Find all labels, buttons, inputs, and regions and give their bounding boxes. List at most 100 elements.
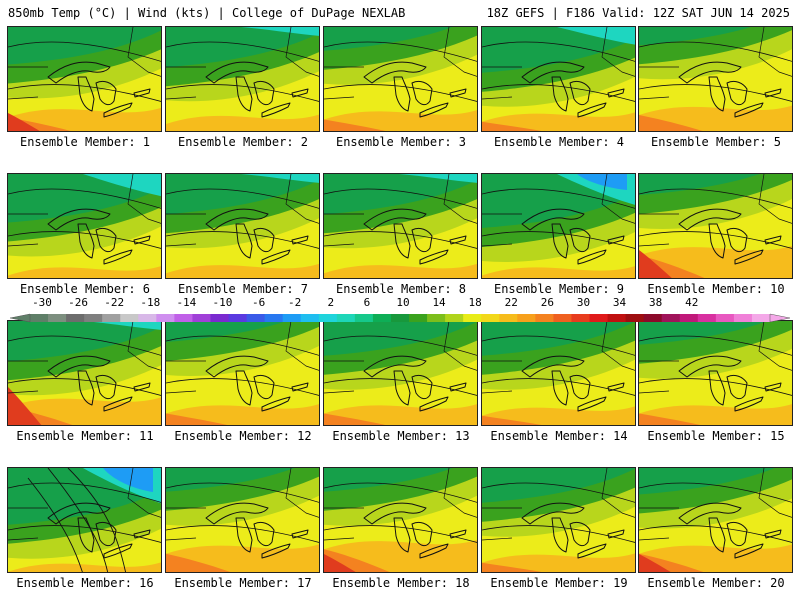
ensemble-member-18-map xyxy=(323,467,478,573)
lake-erie-outline xyxy=(577,543,607,559)
height-contour-1 xyxy=(166,482,319,503)
state-border-lines xyxy=(482,174,635,247)
ensemble-member-4-map xyxy=(481,26,636,132)
lake-erie-outline xyxy=(734,396,764,412)
lake-erie-outline xyxy=(734,102,764,118)
temperature-field xyxy=(482,27,635,131)
lake-ontario-outline xyxy=(133,88,151,98)
lake-erie-outline xyxy=(419,249,449,265)
ensemble-member-3-map xyxy=(323,26,478,132)
lake-ontario-outline xyxy=(449,88,467,98)
colorbar-tick-label: -26 xyxy=(68,296,89,309)
colorbar-swatch xyxy=(589,314,609,322)
colorbar-swatch xyxy=(643,314,663,322)
lake-erie-outline xyxy=(734,249,764,265)
lake-erie-outline xyxy=(577,396,607,412)
colorbar-swatch xyxy=(481,314,500,322)
lake-michigan-outline xyxy=(77,370,95,406)
colorbar-swatch xyxy=(336,314,356,322)
ensemble-member-label: Ensemble Member: 18 xyxy=(332,576,470,590)
lake-erie-outline xyxy=(577,249,607,265)
ensemble-member-label: Ensemble Member: 5 xyxy=(650,135,782,149)
lake-superior-outline xyxy=(205,502,269,525)
height-contour-1 xyxy=(8,188,161,209)
lake-superior-outline xyxy=(363,502,427,525)
state-border-lines xyxy=(639,174,792,247)
lake-erie-outline xyxy=(734,543,764,559)
colorbar-swatch xyxy=(607,314,627,322)
lake-huron-outline xyxy=(569,227,591,253)
colorbar-high-arrow xyxy=(769,313,791,323)
colorbar-tick-label: 18 xyxy=(468,296,482,309)
height-contour-2 xyxy=(482,231,635,249)
state-border-lines xyxy=(324,27,477,100)
lake-erie-outline xyxy=(261,396,291,412)
colorbar-swatch xyxy=(30,314,49,322)
lake-superior-outline xyxy=(521,355,585,378)
lake-michigan-outline xyxy=(235,370,253,406)
lake-superior-outline xyxy=(47,355,111,378)
height-contour-1 xyxy=(324,41,477,62)
height-contour-2 xyxy=(639,525,792,543)
lake-superior-outline xyxy=(205,61,269,84)
colorbar-tick-label: -6 xyxy=(251,296,266,309)
lake-michigan-outline xyxy=(393,223,411,259)
colorbar-swatch xyxy=(354,314,374,322)
lake-superior-outline xyxy=(521,61,585,84)
height-contour-1 xyxy=(166,188,319,209)
height-contour-1 xyxy=(8,335,161,356)
lake-huron-outline xyxy=(569,521,591,547)
ensemble-member-label: Ensemble Member: 20 xyxy=(647,576,785,590)
height-contour-1 xyxy=(166,41,319,62)
lake-michigan-outline xyxy=(77,517,95,553)
state-border-lines xyxy=(8,27,161,100)
temperature-field xyxy=(482,321,635,425)
lake-superior-outline xyxy=(47,61,111,84)
lake-ontario-outline xyxy=(291,529,309,539)
temperature-field xyxy=(166,27,319,131)
state-border-lines xyxy=(324,174,477,247)
lake-erie-outline xyxy=(419,543,449,559)
lake-huron-outline xyxy=(95,80,117,106)
colorbar-swatch xyxy=(733,314,753,322)
colorbar-swatch xyxy=(571,314,591,322)
height-contour-1 xyxy=(8,41,161,62)
height-contour-1 xyxy=(324,482,477,503)
ensemble-member-15-map xyxy=(638,320,793,426)
colorbar-swatch xyxy=(264,314,284,322)
ensemble-member-label: Ensemble Member: 12 xyxy=(174,429,312,443)
temperature-field xyxy=(8,321,161,425)
lake-erie-outline xyxy=(261,543,291,559)
colorbar-swatch xyxy=(102,314,121,322)
state-border-lines xyxy=(482,321,635,394)
ensemble-member-10-map xyxy=(638,173,793,279)
colorbar-swatch xyxy=(715,314,735,322)
state-border-lines xyxy=(639,27,792,100)
lake-michigan-outline xyxy=(235,517,253,553)
temperature-field xyxy=(166,321,319,425)
ensemble-member-13-map xyxy=(323,320,478,426)
temperature-field xyxy=(166,468,319,572)
height-contour-2 xyxy=(8,84,161,102)
ensemble-member-label: Ensemble Member: 15 xyxy=(647,429,785,443)
colorbar-tick-label: -10 xyxy=(212,296,233,309)
ensemble-member-16-map xyxy=(7,467,162,573)
ensemble-member-label: Ensemble Member: 3 xyxy=(335,135,467,149)
lake-michigan-outline xyxy=(393,517,411,553)
lake-erie-outline xyxy=(261,102,291,118)
colorbar-swatch xyxy=(463,314,482,322)
height-contour-1 xyxy=(639,41,792,62)
height-contour-2 xyxy=(324,231,477,249)
colorbar-tick-label: 14 xyxy=(432,296,446,309)
lake-huron-outline xyxy=(726,80,748,106)
lake-ontario-outline xyxy=(291,382,309,392)
state-border-lines xyxy=(482,27,635,100)
lake-ontario-outline xyxy=(449,235,467,245)
height-contour-2 xyxy=(166,231,319,249)
state-border-lines xyxy=(8,468,161,541)
temperature-field xyxy=(324,468,477,572)
temperature-field xyxy=(639,468,792,572)
lake-erie-outline xyxy=(419,102,449,118)
lake-ontario-outline xyxy=(449,382,467,392)
ensemble-member-label: Ensemble Member: 8 xyxy=(335,282,467,296)
